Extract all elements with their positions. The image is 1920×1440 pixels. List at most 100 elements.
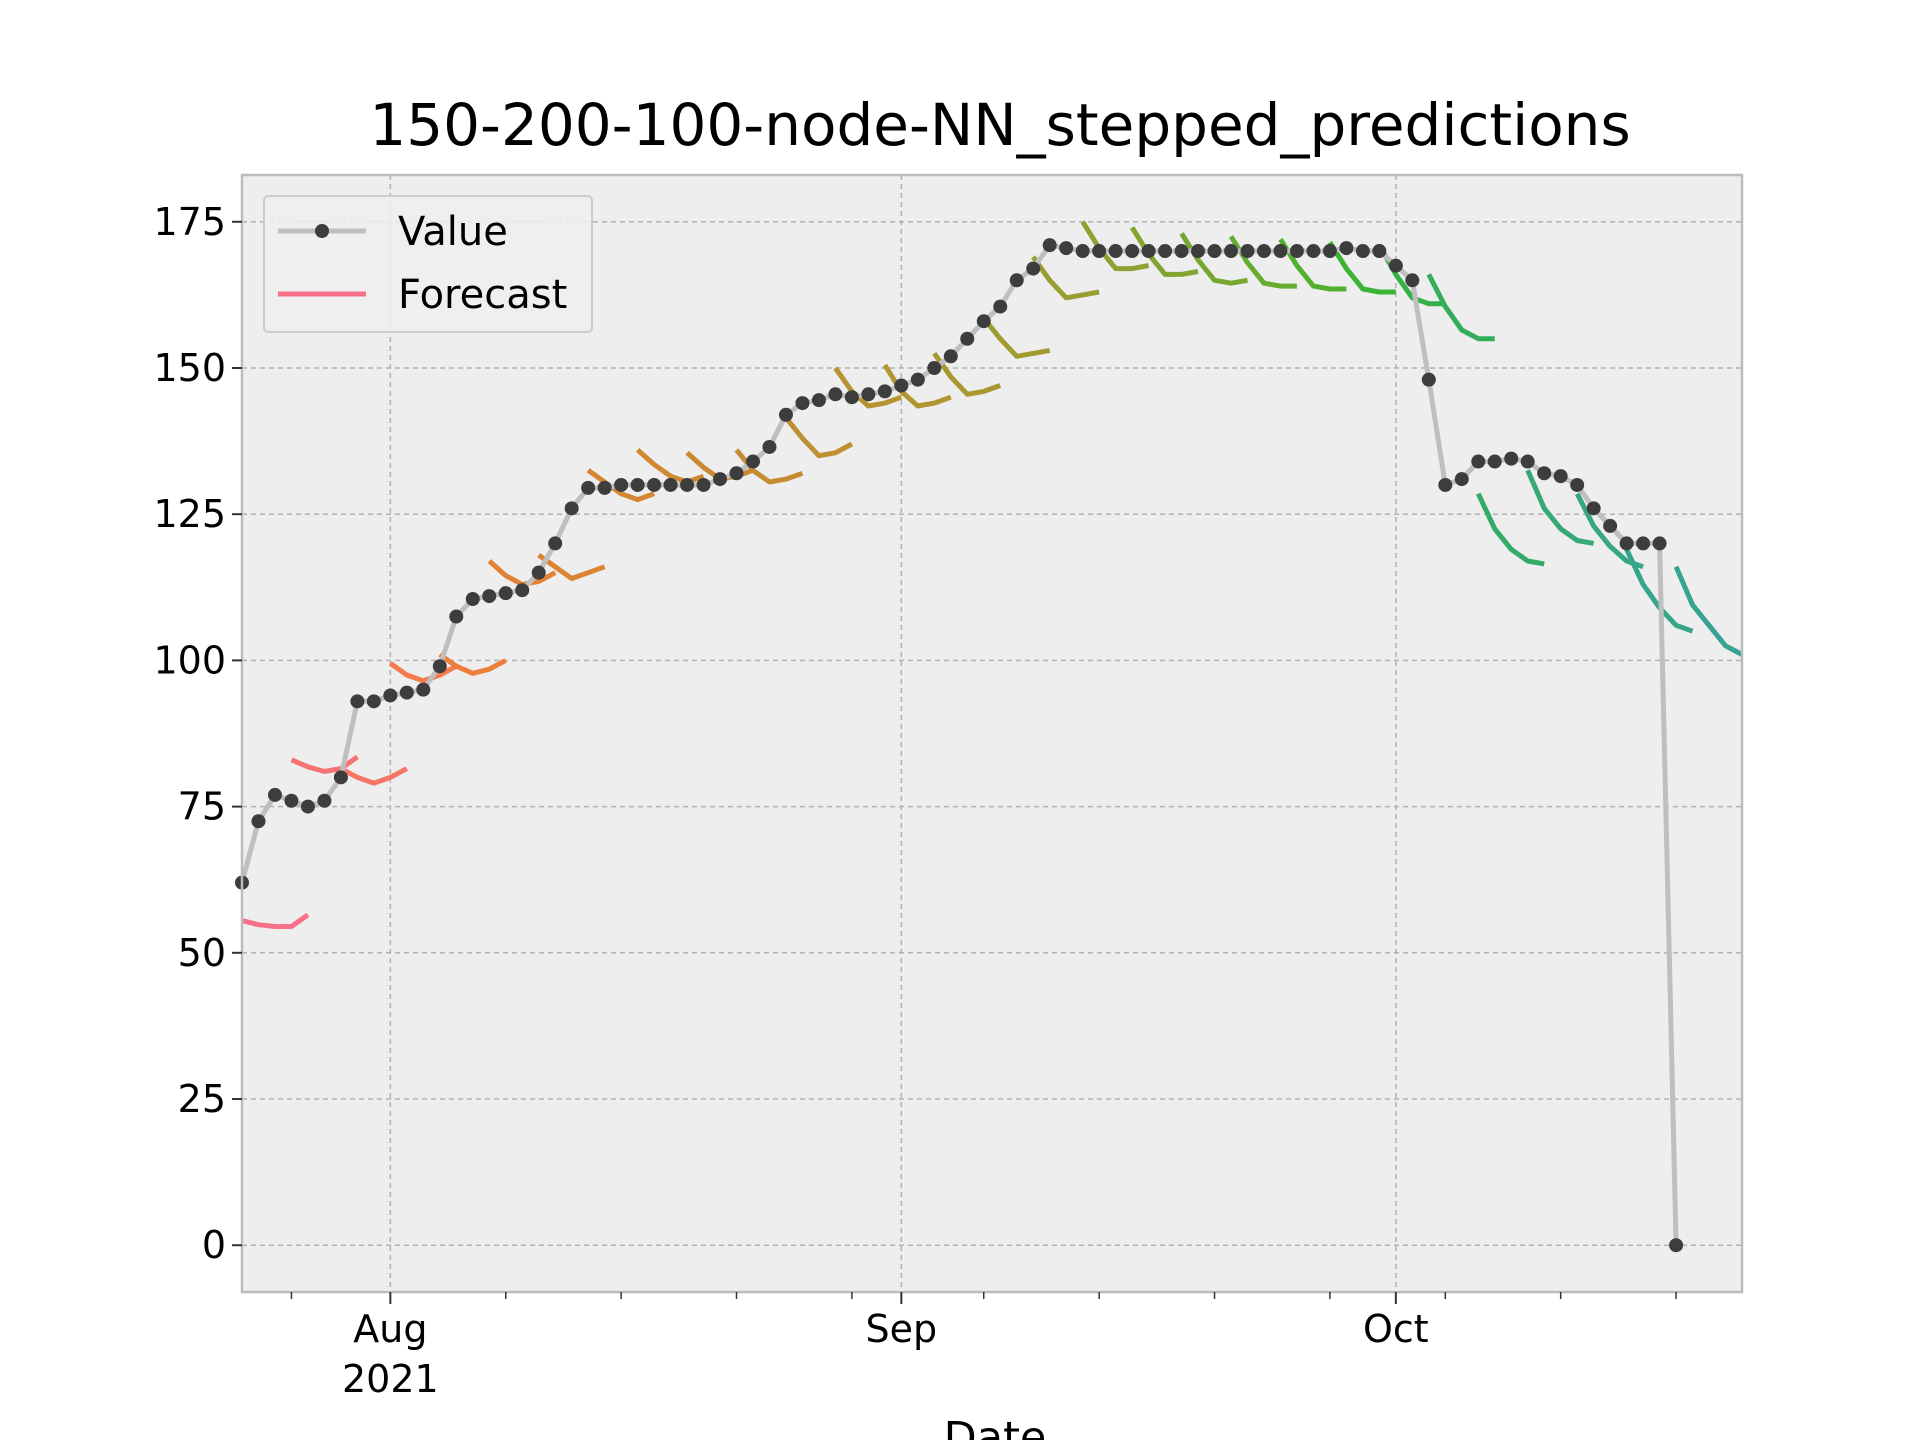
forecast-series-group <box>241 220 1744 929</box>
value-point <box>1125 244 1140 259</box>
value-point <box>531 565 546 580</box>
value-point <box>993 299 1008 314</box>
y-tick-label: 100 <box>153 638 226 682</box>
value-point <box>251 814 266 829</box>
value-point <box>267 787 282 802</box>
value-point <box>1174 244 1189 259</box>
value-point <box>1158 244 1173 259</box>
value-point <box>465 591 480 606</box>
value-point <box>1454 472 1469 487</box>
value-point <box>317 793 332 808</box>
legend-label: Forecast <box>398 272 567 318</box>
value-point <box>1570 477 1585 492</box>
forecast-line <box>1278 237 1347 292</box>
value-point <box>1322 244 1337 259</box>
x-tick-label: Aug <box>353 1307 427 1351</box>
x-axis-label: Date <box>944 1413 1047 1440</box>
x-tick-sublabel: 2021 <box>342 1357 439 1401</box>
value-point <box>927 360 942 375</box>
forecast-line <box>1673 565 1744 657</box>
value-point <box>1652 536 1667 551</box>
forecast-line <box>1080 220 1150 272</box>
value-point <box>300 799 315 814</box>
legend-marker <box>315 224 329 238</box>
y-tick-label: 125 <box>153 492 226 536</box>
value-point <box>1553 469 1568 484</box>
forecast-line <box>932 351 1002 397</box>
forecast-line <box>635 448 705 485</box>
value-point <box>713 472 728 487</box>
y-tick-label: 75 <box>178 785 226 829</box>
y-tick-label: 175 <box>153 200 226 244</box>
value-point <box>1009 273 1024 288</box>
grid-lines <box>242 175 1742 1292</box>
value-point <box>614 477 629 492</box>
value-point <box>1619 536 1634 551</box>
value-point <box>861 387 876 402</box>
value-point <box>548 536 563 551</box>
value-point <box>399 685 414 700</box>
value-point <box>1603 518 1618 533</box>
value-point <box>663 477 678 492</box>
value-point <box>696 477 711 492</box>
forecast-line <box>339 766 408 786</box>
value-point <box>680 477 695 492</box>
value-point <box>630 477 645 492</box>
forecast-line <box>438 652 507 676</box>
value-point <box>647 477 662 492</box>
value-point <box>1240 244 1255 259</box>
value-point <box>1355 244 1370 259</box>
value-point <box>1421 372 1436 387</box>
y-tick-label: 25 <box>178 1077 226 1121</box>
value-point <box>1108 244 1123 259</box>
value-series-group <box>235 238 1684 1253</box>
value-point <box>960 331 975 346</box>
x-tick-label: Oct <box>1363 1307 1429 1351</box>
forecast-line <box>241 912 310 929</box>
y-tick-label: 50 <box>178 931 226 975</box>
value-point <box>564 501 579 516</box>
value-point <box>910 372 925 387</box>
forecast-line <box>1031 255 1100 301</box>
value-point <box>1042 238 1057 253</box>
forecast-line <box>586 468 655 503</box>
value-point <box>828 387 843 402</box>
value-point <box>778 407 793 422</box>
value-point <box>1669 1238 1684 1253</box>
value-point <box>1059 241 1074 256</box>
value-point <box>1207 244 1222 259</box>
value-point <box>1471 454 1486 469</box>
x-tick-label: Sep <box>866 1307 938 1351</box>
value-point <box>1586 501 1601 516</box>
value-point <box>1504 451 1519 466</box>
value-point <box>333 770 348 785</box>
y-axis: 0 25 50 75 100 125 150 175 <box>153 200 242 1267</box>
legend-label: Value <box>398 209 508 255</box>
forecast-line <box>537 553 606 581</box>
forecast-line <box>1476 492 1545 567</box>
value-point <box>1256 244 1271 259</box>
value-point <box>1075 244 1090 259</box>
value-point <box>1636 536 1651 551</box>
value-point <box>1224 244 1239 259</box>
value-point <box>795 396 810 411</box>
value-point <box>1339 241 1354 256</box>
forecast-line <box>1525 469 1595 546</box>
value-point <box>1026 261 1041 276</box>
plot-area <box>242 175 1742 1292</box>
forecast-line <box>981 316 1051 359</box>
value-point <box>432 659 447 674</box>
value-point <box>383 688 398 703</box>
value-point <box>877 384 892 399</box>
forecast-line <box>388 661 458 684</box>
forecast-line <box>1327 240 1396 295</box>
value-point <box>1438 477 1453 492</box>
value-point <box>581 480 596 495</box>
value-point <box>1372 244 1387 259</box>
value-point <box>1141 244 1156 259</box>
value-point <box>515 583 530 598</box>
value-point <box>1191 244 1206 259</box>
x-axis: Aug 2021 Sep Oct <box>290 1292 1677 1401</box>
value-point <box>976 314 991 329</box>
